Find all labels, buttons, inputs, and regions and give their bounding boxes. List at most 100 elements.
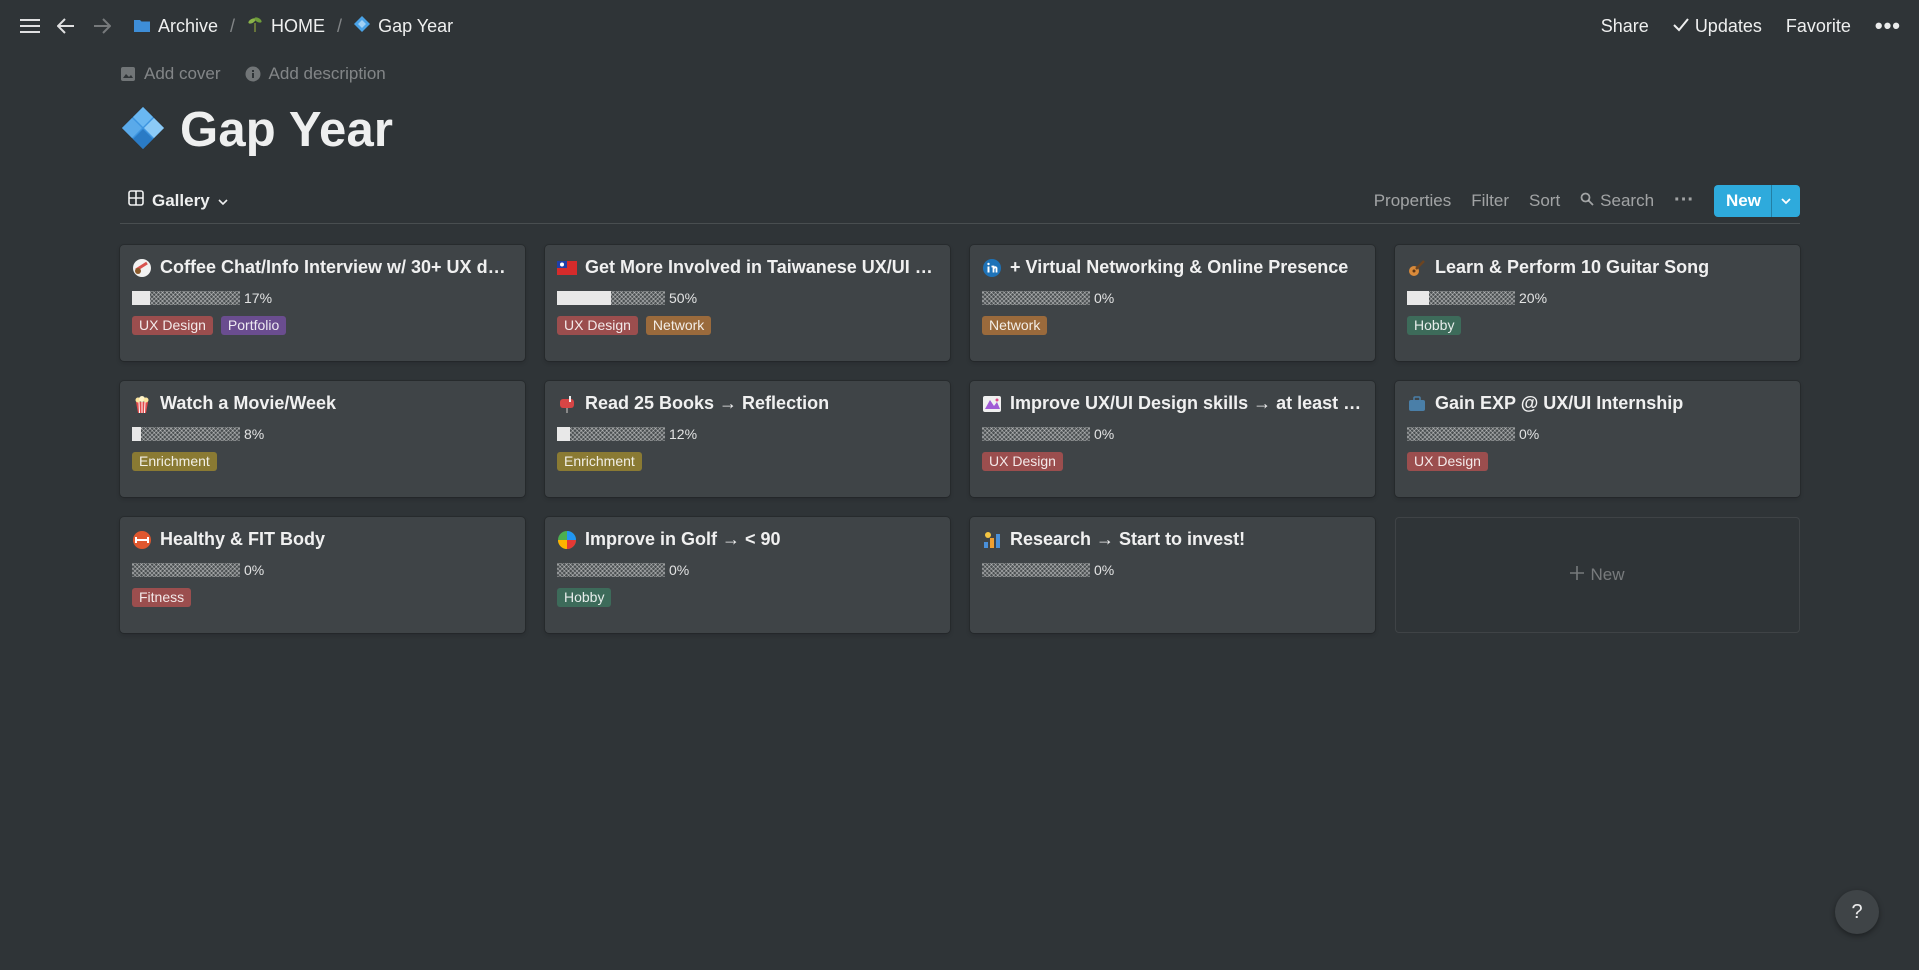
search-button[interactable]: Search [1580,191,1654,211]
updates-label: Updates [1694,15,1762,36]
top-bar: Archive / HOME / Gap Year Share Updates … [0,0,1919,52]
gallery-card[interactable]: Coffee Chat/Info Interview w/ 30+ UX des… [120,245,525,361]
chevron-down-icon [1781,194,1791,208]
check-icon [1673,16,1689,37]
tag-badge: Enrichment [132,452,217,471]
card-tags: UX Design Portfolio [132,316,513,335]
card-tags: Enrichment [132,452,513,471]
card-title: Improve UX/UI Design skills → at least F… [1010,393,1363,413]
properties-button[interactable]: Properties [1373,190,1452,210]
gallery-card[interactable]: Get More Involved in Taiwanese UX/UI Co.… [545,245,950,361]
view-selector[interactable]: Gallery [120,190,228,211]
progress-percent: 12% [669,426,698,442]
tag-badge: UX Design [1407,452,1488,471]
image-icon [120,66,136,82]
breadcrumb-home[interactable]: HOME [243,12,329,41]
card-title: Coffee Chat/Info Interview w/ 30+ UX des… [160,257,513,277]
card-title-row: Gain EXP @ UX/UI Internship [1407,393,1788,414]
more-options-button[interactable]: ••• [1874,13,1901,38]
add-description-button[interactable]: Add description [245,64,386,84]
forward-arrow-icon[interactable] [88,12,116,40]
progress-percent: 50% [669,290,698,306]
info-icon [245,66,261,82]
progress-percent: 0% [669,562,690,578]
share-label: Share [1600,15,1649,36]
new-dropdown-button[interactable] [1772,185,1800,217]
gallery-card[interactable]: Learn & Perform 10 Guitar Song 20% Hobby [1395,245,1800,361]
help-button[interactable]: ? [1835,890,1879,934]
view-label: Gallery [152,190,210,210]
page-header: Add cover Add description Gap Year [120,52,1800,158]
card-progress: 0% [982,562,1363,578]
card-tags: UX Design Network [557,316,938,335]
card-title: Research → Start to invest! [1010,529,1246,549]
progress-bar [557,427,665,441]
progress-bar [1407,291,1515,305]
add-cover-label: Add cover [144,64,221,83]
plus-icon [1570,565,1585,585]
menu-icon[interactable] [16,12,44,40]
progress-bar [982,427,1090,441]
card-title-row: Read 25 Books → Reflection [557,393,938,414]
chart-invest-icon [982,530,1002,550]
card-title-row: Research → Start to invest! [982,529,1363,550]
page-title[interactable]: Gap Year [180,103,394,157]
gallery-card[interactable]: Improve UX/UI Design skills → at least F… [970,381,1375,497]
share-button[interactable]: Share [1601,16,1649,37]
filter-button[interactable]: Filter [1471,190,1509,210]
card-tags: Hobby [557,588,938,607]
card-progress: 20% [1407,290,1788,306]
progress-bar [1407,427,1515,441]
updates-button[interactable]: Updates [1673,16,1762,37]
gallery-card[interactable]: Read 25 Books → Reflection 12% Enrichment [545,381,950,497]
view-more-button[interactable]: ··· [1674,189,1695,211]
tag-badge: Network [645,316,712,335]
gallery-card[interactable]: Watch a Movie/Week 8% Enrichment [120,381,525,497]
gallery-card[interactable]: Improve in Golf → < 90 0% Hobby [545,517,950,633]
gallery-card[interactable]: Gain EXP @ UX/UI Internship 0% UX Design [1395,381,1800,497]
breadcrumb-gap-year[interactable]: Gap Year [350,12,457,41]
progress-percent: 0% [1094,426,1115,442]
gallery-card[interactable]: + Virtual Networking & Online Presence 0%… [970,245,1375,361]
linkedin-icon [982,258,1002,278]
favorite-button[interactable]: Favorite [1786,16,1851,37]
taiwan-flag-icon [557,258,577,278]
breadcrumb: Archive / HOME / Gap Year [130,12,457,41]
card-progress: 0% [982,290,1363,306]
card-title-row: Coffee Chat/Info Interview w/ 30+ UX des… [132,257,513,278]
back-arrow-icon[interactable] [52,12,80,40]
card-title: Improve in Golf → < 90 [585,529,781,549]
tag-badge: Hobby [557,588,612,607]
progress-bar [557,291,665,305]
page-icon-diamond-icon[interactable] [120,105,166,156]
new-button[interactable]: New [1714,184,1772,217]
progress-percent: 17% [244,290,273,306]
card-tags: Hobby [1407,316,1788,335]
progress-percent: 0% [1094,562,1115,578]
new-card-button[interactable]: New [1395,517,1800,633]
gallery-card[interactable]: Healthy & FIT Body 0% Fitness [120,517,525,633]
card-title-row: Learn & Perform 10 Guitar Song [1407,257,1788,278]
card-progress: 12% [557,426,938,442]
breadcrumb-label: Gap Year [378,15,454,36]
gallery-card[interactable]: Research → Start to invest! 0% [970,517,1375,633]
tag-badge: UX Design [982,452,1063,471]
progress-bar [132,427,240,441]
breadcrumb-archive[interactable]: Archive [130,12,222,41]
sort-button[interactable]: Sort [1528,190,1561,210]
chevron-down-icon [218,191,228,211]
progress-percent: 8% [244,426,265,442]
progress-bar-fill [132,427,141,441]
tag-badge: UX Design [132,316,213,335]
add-cover-button[interactable]: Add cover [120,64,221,84]
gallery-icon [128,190,144,211]
new-card-label: New [1590,565,1625,584]
card-progress: 8% [132,426,513,442]
card-title: Get More Involved in Taiwanese UX/UI Co.… [585,257,938,277]
tag-badge: Network [982,316,1048,335]
card-title-row: Improve in Golf → < 90 [557,529,938,550]
card-progress: 50% [557,290,938,306]
card-progress: 0% [1407,426,1788,442]
card-title-row: + Virtual Networking & Online Presence [982,257,1363,278]
card-title-row: Improve UX/UI Design skills → at least F… [982,393,1363,414]
